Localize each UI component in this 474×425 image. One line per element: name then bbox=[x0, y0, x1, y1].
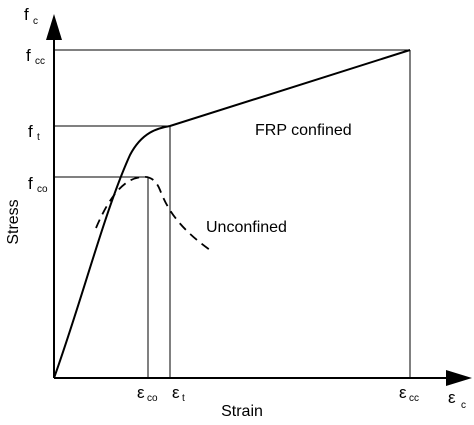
frp-confined-label: FRP confined bbox=[255, 122, 352, 139]
y-tick-fcc-sub: cc bbox=[35, 56, 45, 67]
unconfined-label: Unconfined bbox=[206, 219, 287, 236]
x-axis-arrowhead bbox=[446, 370, 472, 386]
x-tick-et-main: ε bbox=[172, 383, 180, 402]
x-axis-title-sub: c bbox=[461, 400, 466, 411]
y-tick-ft-sub: t bbox=[37, 132, 40, 143]
y-tick-fco-main: f bbox=[28, 174, 33, 193]
y-tick-fco-sub: co bbox=[37, 184, 48, 195]
x-tick-eco-main: ε bbox=[137, 383, 145, 402]
x-axis-title-main: ε bbox=[448, 388, 456, 407]
y-tick-fcc-main: f bbox=[26, 46, 31, 65]
x-axis-label: Strain bbox=[221, 403, 263, 420]
x-tick-ecc-sub: cc bbox=[409, 393, 419, 404]
x-tick-et-sub: t bbox=[182, 393, 185, 404]
y-axis-label: Stress bbox=[5, 199, 22, 244]
y-axis-title-main: f bbox=[24, 5, 29, 24]
y-tick-ft-main: f bbox=[28, 122, 33, 141]
frp-confined-curve bbox=[53, 49, 411, 379]
y-axis-title-sub: c bbox=[33, 16, 38, 27]
y-axis-arrowhead bbox=[46, 14, 62, 40]
x-tick-eco-sub: co bbox=[147, 393, 158, 404]
x-tick-ecc-main: ε bbox=[399, 383, 407, 402]
unconfined-curve bbox=[95, 175, 211, 251]
